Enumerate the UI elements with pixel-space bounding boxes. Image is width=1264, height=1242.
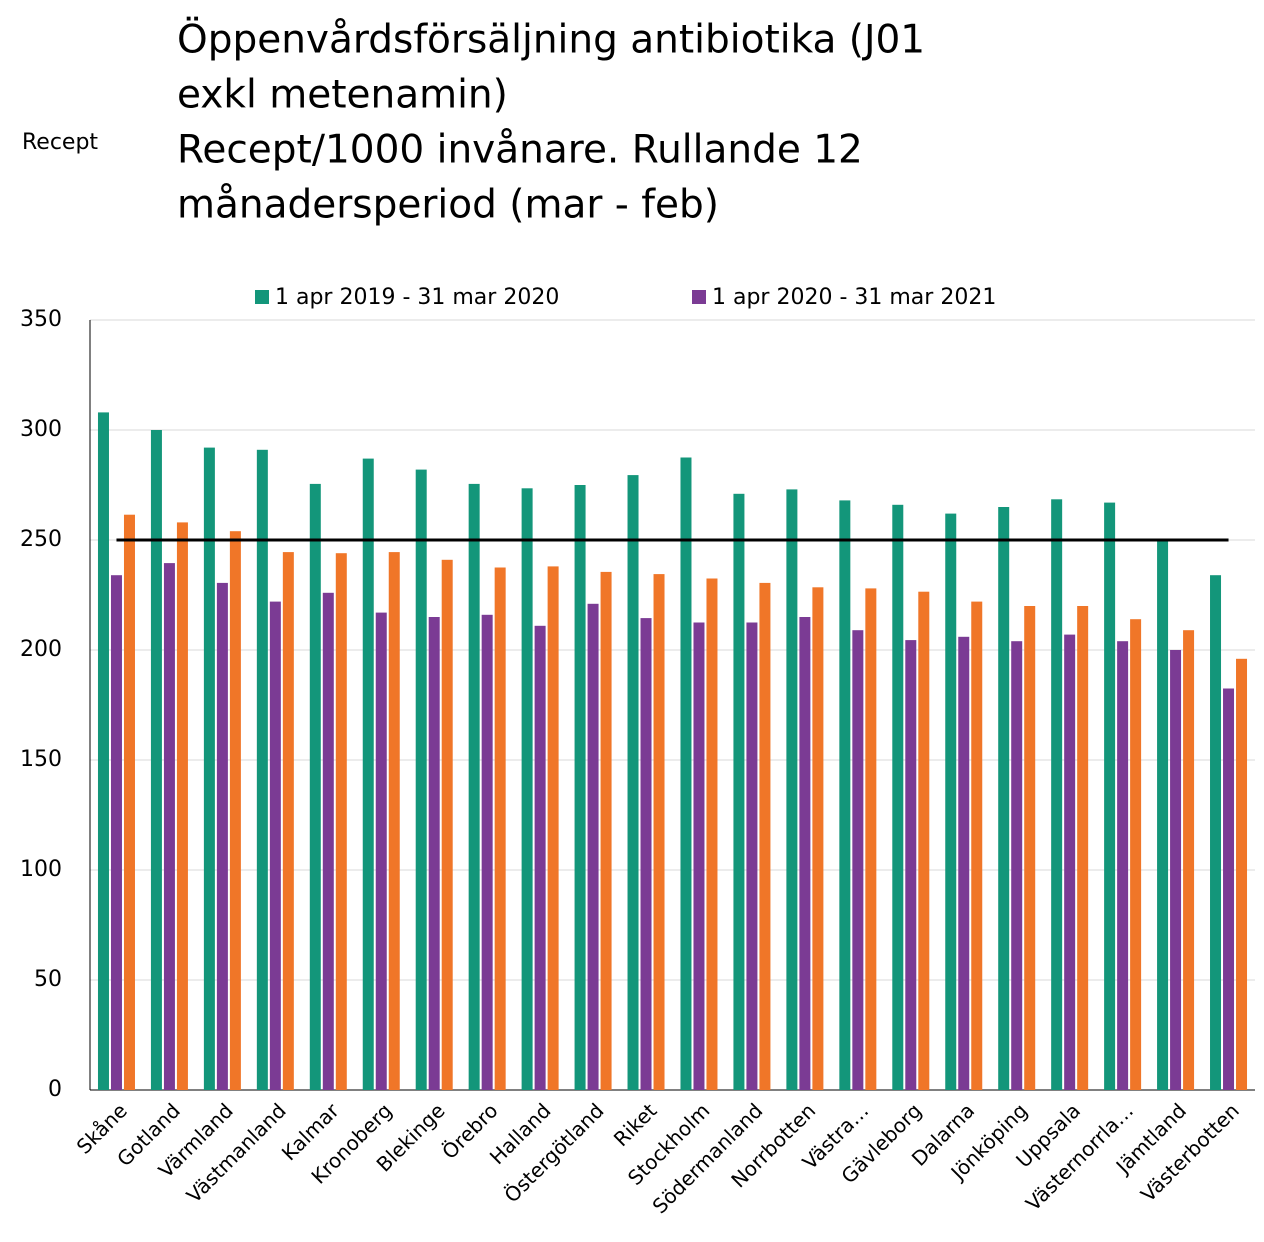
bar — [998, 507, 1010, 1090]
bar — [229, 531, 241, 1090]
chart-title: Öppenvårdsförsäljning antibiotika (J01 — [177, 17, 925, 63]
bar — [481, 614, 493, 1090]
chart-title: månadersperiod (mar - feb) — [177, 183, 719, 228]
bar — [1077, 606, 1089, 1090]
bar — [680, 457, 692, 1090]
bar — [335, 553, 347, 1090]
bar — [839, 500, 851, 1090]
bar — [892, 504, 904, 1090]
bar — [1223, 688, 1235, 1090]
y-tick-label: 50 — [34, 967, 62, 992]
bar — [786, 489, 798, 1090]
y-tick-label: 200 — [20, 637, 62, 662]
bar — [415, 469, 427, 1091]
bar — [282, 552, 294, 1090]
bar — [587, 603, 599, 1090]
legend-label: 1 apr 2019 - 31 mar 2020 — [275, 285, 559, 310]
bar — [574, 485, 586, 1090]
y-tick-label: 0 — [48, 1077, 62, 1102]
bar — [1236, 658, 1248, 1090]
bar — [534, 625, 546, 1090]
bar — [1170, 650, 1182, 1090]
bar — [362, 458, 374, 1091]
bar — [1210, 575, 1222, 1090]
bar — [627, 475, 639, 1091]
bar — [388, 552, 400, 1090]
bar — [110, 575, 122, 1090]
bar — [123, 514, 135, 1090]
bar — [441, 559, 453, 1090]
y-axis-label: Recept — [22, 130, 98, 155]
bar — [216, 582, 228, 1090]
legend-label: 1 apr 2020 - 31 mar 2021 — [712, 285, 996, 310]
bar — [865, 588, 877, 1090]
chart-title: Recept/1000 invånare. Rullande 12 — [177, 128, 863, 173]
bar — [1011, 641, 1023, 1090]
bar — [733, 493, 745, 1090]
chart-title: exkl metenamin) — [177, 73, 508, 118]
bar — [746, 622, 758, 1090]
bar — [1157, 540, 1169, 1090]
y-tick-label: 250 — [20, 527, 62, 552]
bar — [269, 601, 281, 1090]
bar — [945, 513, 957, 1090]
legend-swatch — [692, 290, 706, 304]
bar — [918, 591, 930, 1090]
bar — [428, 617, 440, 1090]
y-tick-label: 350 — [20, 307, 62, 332]
bar — [256, 449, 268, 1090]
bar — [693, 622, 705, 1090]
bar — [203, 447, 215, 1091]
bar — [759, 582, 771, 1090]
bar — [1117, 641, 1129, 1090]
bar — [521, 488, 533, 1090]
y-tick-label: 300 — [20, 417, 62, 442]
bar — [468, 483, 480, 1090]
bar — [1024, 606, 1036, 1090]
bar — [176, 522, 188, 1090]
bar — [905, 640, 917, 1090]
bar — [1130, 619, 1142, 1090]
bar — [163, 563, 175, 1090]
y-tick-label: 100 — [20, 857, 62, 882]
bar — [1051, 499, 1063, 1090]
bar — [812, 587, 824, 1090]
bar — [799, 617, 811, 1090]
bar — [150, 430, 162, 1090]
bar — [958, 636, 970, 1090]
bar — [852, 630, 864, 1090]
bar — [600, 571, 612, 1090]
bar — [494, 567, 506, 1090]
bar — [1064, 634, 1076, 1090]
bar — [309, 483, 321, 1090]
bar — [971, 601, 983, 1090]
bar — [97, 412, 109, 1090]
bar — [653, 574, 665, 1090]
bar — [1183, 630, 1195, 1090]
bar — [322, 592, 334, 1090]
y-tick-label: 150 — [20, 747, 62, 772]
legend-swatch — [255, 290, 269, 304]
bar — [706, 578, 718, 1090]
bar — [547, 566, 559, 1090]
bar — [375, 612, 387, 1090]
bar — [640, 618, 652, 1090]
bar — [1104, 502, 1116, 1091]
